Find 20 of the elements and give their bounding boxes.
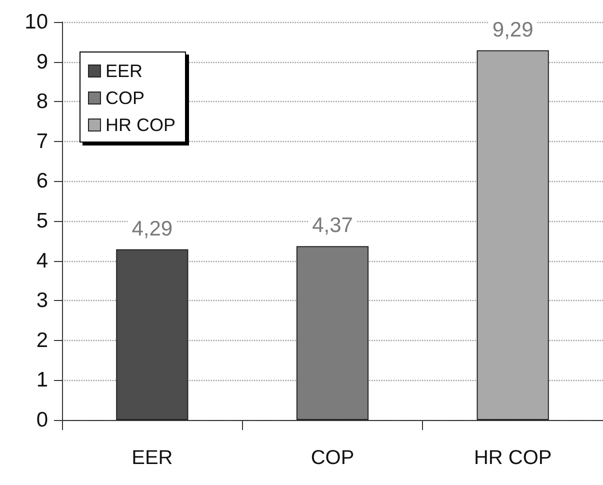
y-tick-label: 2 bbox=[36, 328, 48, 352]
y-tick-label: 9 bbox=[36, 50, 48, 74]
x-tick-label: EER bbox=[132, 447, 173, 469]
data-label: 4,29 bbox=[132, 217, 173, 240]
y-tick-label: 7 bbox=[36, 130, 48, 153]
x-tick-label: HR COP bbox=[474, 447, 552, 469]
y-tick-label: 1 bbox=[36, 368, 48, 392]
y-tick-label: 5 bbox=[36, 210, 48, 232]
y-tick-label: 3 bbox=[36, 289, 48, 312]
y-tick-label: 8 bbox=[36, 90, 48, 114]
data-label: 9,29 bbox=[492, 18, 534, 42]
legend-label: COP bbox=[106, 88, 145, 108]
y-tick-label: 6 bbox=[36, 170, 48, 193]
x-tick-label: COP bbox=[310, 447, 354, 469]
data-label: 4,37 bbox=[312, 214, 353, 238]
y-tick-label: 4 bbox=[36, 249, 48, 272]
legend-label: EER bbox=[106, 61, 143, 81]
y-tick-label: 0 bbox=[36, 408, 48, 432]
y-tick-label: 10 bbox=[24, 10, 48, 34]
legend-label: HR COP bbox=[106, 115, 176, 135]
